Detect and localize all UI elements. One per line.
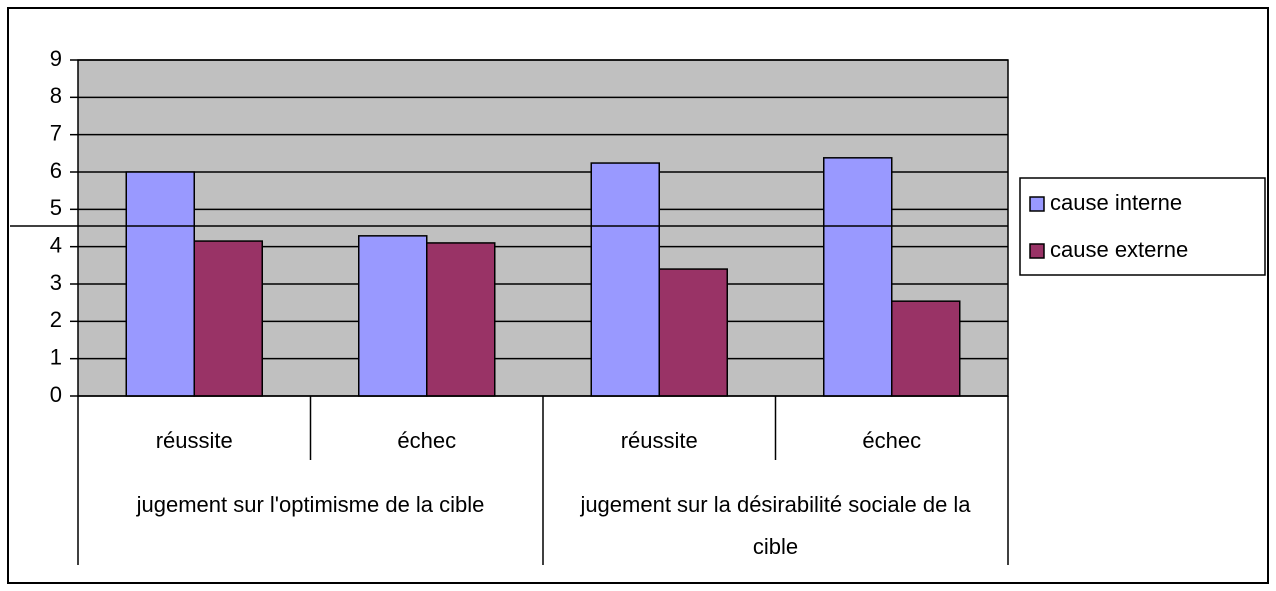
bar bbox=[193, 240, 263, 397]
y-tick-label: 2 bbox=[50, 307, 62, 332]
x-tick-label: échec bbox=[397, 428, 456, 453]
y-tick-label: 7 bbox=[50, 120, 62, 145]
group-label: jugement sur l'optimisme de la cible bbox=[136, 492, 485, 517]
legend-label: cause externe bbox=[1050, 237, 1188, 262]
bar bbox=[358, 235, 428, 397]
bar bbox=[823, 157, 893, 397]
y-tick-label: 5 bbox=[50, 195, 62, 220]
legend-swatch bbox=[1029, 243, 1045, 259]
legend-swatch bbox=[1029, 196, 1045, 212]
y-tick-label: 9 bbox=[50, 46, 62, 71]
legend-box bbox=[1019, 177, 1266, 276]
bar bbox=[891, 300, 961, 397]
legend-label: cause interne bbox=[1050, 190, 1182, 215]
y-tick-label: 8 bbox=[50, 83, 62, 108]
y-tick-label: 1 bbox=[50, 344, 62, 369]
y-tick-label: 0 bbox=[50, 382, 62, 407]
y-tick-label: 6 bbox=[50, 158, 62, 183]
x-tick-label: réussite bbox=[621, 428, 698, 453]
bar bbox=[658, 268, 728, 397]
bar bbox=[590, 162, 660, 397]
group-label: jugement sur la désirabilité sociale de … bbox=[580, 492, 971, 559]
x-tick-label: échec bbox=[862, 428, 921, 453]
bar bbox=[125, 171, 195, 397]
bar bbox=[426, 242, 496, 397]
x-tick-label: réussite bbox=[156, 428, 233, 453]
y-tick-label: 4 bbox=[50, 232, 62, 257]
y-tick-label: 3 bbox=[50, 270, 62, 295]
